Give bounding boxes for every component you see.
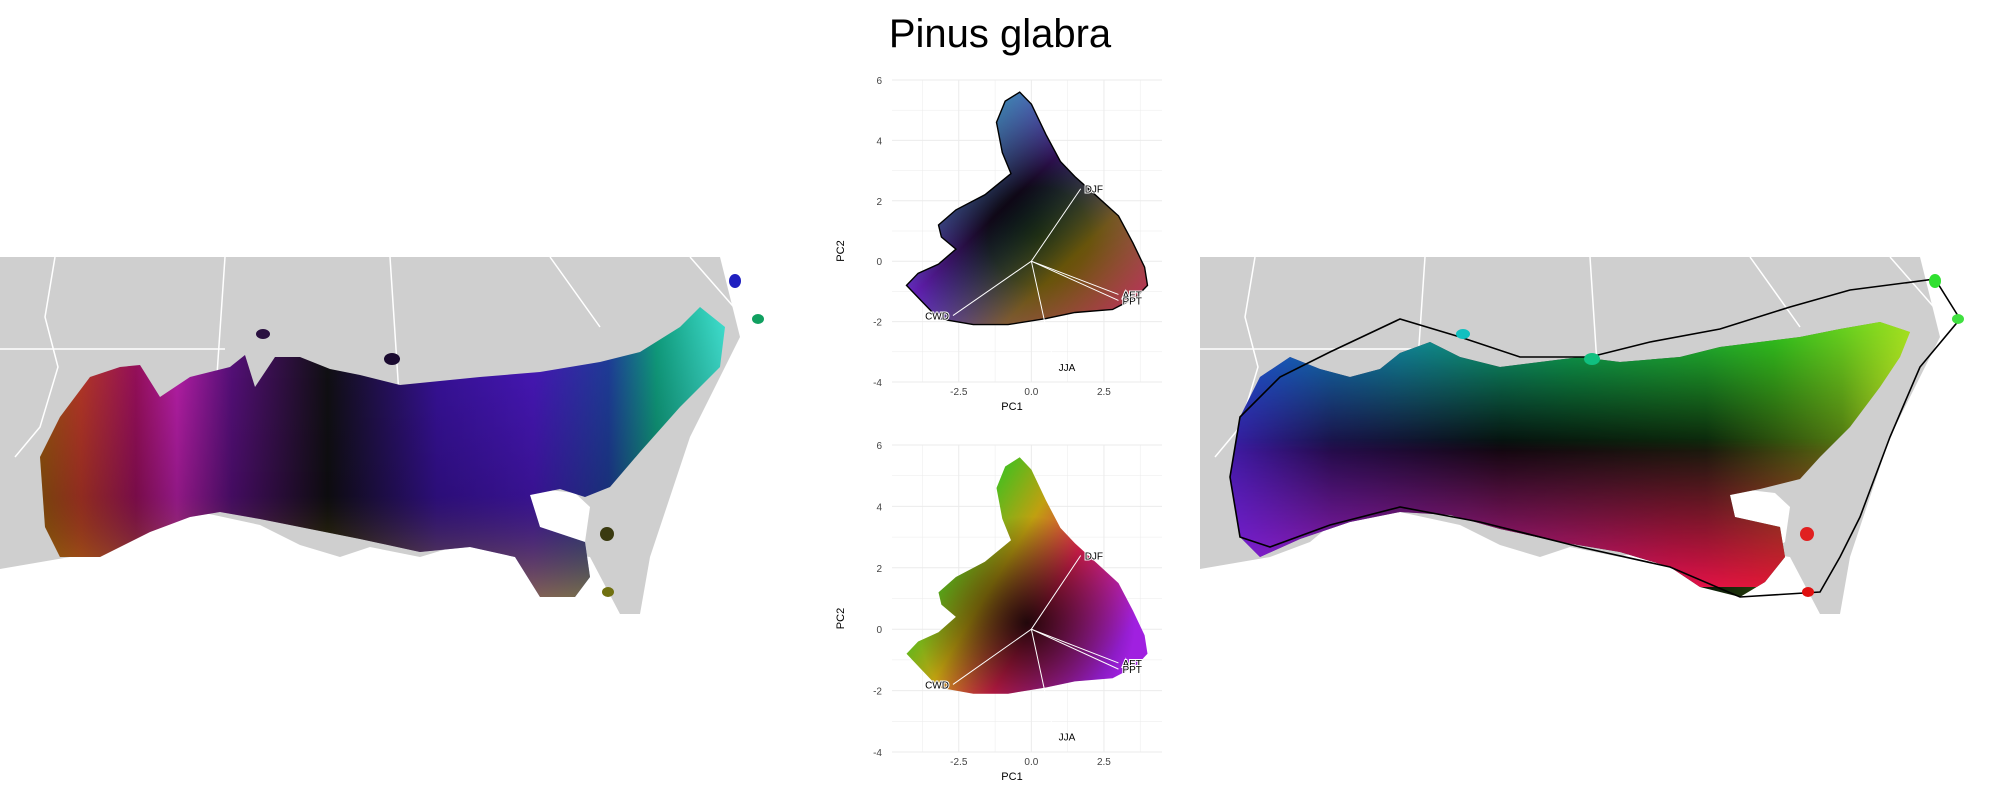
loading-arrow-djf xyxy=(1030,188,1082,262)
pca-point-cloud-tint xyxy=(906,92,1148,325)
loading-label-djf: DJF xyxy=(1085,552,1103,563)
loading-label-cwd: CWD xyxy=(925,680,949,691)
loading-arrow-ppt xyxy=(1031,628,1119,670)
outlier-patch xyxy=(600,527,614,541)
outlier-patch xyxy=(1802,587,1814,597)
y-tick-label: 6 xyxy=(876,76,882,87)
outlier-patch xyxy=(752,314,764,324)
loading-label-ppt: PPT xyxy=(1122,296,1141,307)
outlier-patch xyxy=(256,329,270,339)
gulf-water xyxy=(1200,512,1820,614)
y-tick-label: 6 xyxy=(876,441,882,452)
loading-arrow-jja xyxy=(1030,629,1056,737)
y-tick-label: 4 xyxy=(876,502,882,513)
convex-hull-outline xyxy=(1229,278,1961,598)
loading-label-ppt: PPT xyxy=(1122,665,1141,676)
x-axis-label: PC1 xyxy=(1001,771,1022,783)
loading-label-jja: JJA xyxy=(1059,733,1076,744)
outlier-patch xyxy=(1929,274,1941,288)
range-map-right-bottom-tint xyxy=(1230,322,1910,597)
loading-arrow-aet xyxy=(1031,628,1119,664)
x-axis-label: PC1 xyxy=(1001,401,1022,413)
x-tick-label: -2.5 xyxy=(950,387,968,398)
outlier-patch xyxy=(1456,329,1470,339)
loading-arrow-jja xyxy=(1030,261,1056,368)
x-tick-label: 0.0 xyxy=(1024,387,1038,398)
y-axis-label: PC2 xyxy=(835,240,847,261)
outlier-patch xyxy=(602,587,614,597)
pca-hull-outline xyxy=(905,91,1149,326)
loading-arrow-djf xyxy=(1030,555,1082,630)
loading-label-aet: AET xyxy=(1122,659,1141,670)
y-tick-label: 0 xyxy=(876,625,882,636)
y-tick-label: 0 xyxy=(876,257,882,268)
loading-label-jja: JJA xyxy=(1059,363,1076,374)
y-tick-label: 2 xyxy=(876,197,882,208)
x-tick-label: 2.5 xyxy=(1097,387,1111,398)
x-tick-label: -2.5 xyxy=(950,757,968,768)
y-tick-label: -4 xyxy=(873,748,882,759)
map-left xyxy=(0,257,802,614)
loading-label-cwd: CWD xyxy=(925,312,949,323)
map-right xyxy=(1200,257,2000,614)
y-tick-label: -4 xyxy=(873,378,882,389)
loading-label-aet: AET xyxy=(1122,290,1141,301)
outlier-patch xyxy=(1584,353,1600,365)
range-map-left-shading xyxy=(40,307,725,597)
x-tick-label: 0.0 xyxy=(1024,757,1038,768)
y-tick-label: 4 xyxy=(876,136,882,147)
y-axis-label: PC2 xyxy=(835,608,847,629)
loading-arrow-cwd xyxy=(952,628,1032,685)
loading-label-djf: DJF xyxy=(1085,185,1103,196)
page-title: Pinus glabra xyxy=(888,12,1112,56)
loading-arrow-ppt xyxy=(1031,260,1119,301)
loading-arrow-aet xyxy=(1031,260,1119,295)
outlier-patch xyxy=(384,353,400,365)
x-tick-label: 2.5 xyxy=(1097,757,1111,768)
loading-arrow-cwd xyxy=(952,260,1032,316)
ocean-water xyxy=(640,257,802,614)
outlier-patch xyxy=(1800,527,1814,541)
outlier-patch xyxy=(1952,314,1964,324)
ocean-water xyxy=(1840,257,2000,614)
y-tick-label: -2 xyxy=(873,687,882,698)
outlier-patch xyxy=(729,274,741,288)
pca-point-cloud-tint xyxy=(906,457,1148,694)
gulf-water xyxy=(0,512,620,614)
y-tick-label: -2 xyxy=(873,318,882,329)
y-tick-label: 2 xyxy=(876,564,882,575)
